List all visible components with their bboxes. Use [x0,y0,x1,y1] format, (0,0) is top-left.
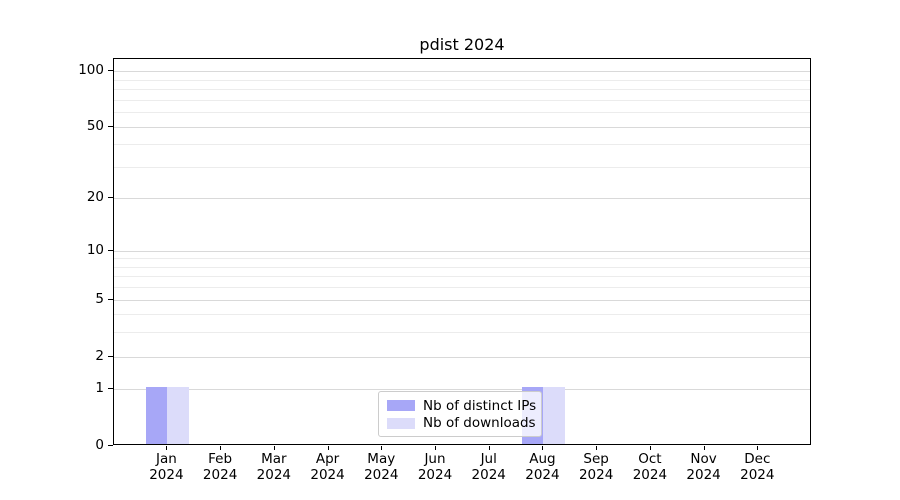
y-tick-label: 20 [86,189,104,205]
gridline-minor [114,112,810,114]
gridline-minor [114,331,810,333]
x-tick-label: Feb 2024 [202,451,238,483]
legend-swatch-distinct-ips [387,400,415,412]
x-tick-label: May 2024 [364,451,399,483]
gridline-major [114,127,810,128]
bar-distinct-ips [145,387,168,444]
gridline-major [114,198,810,199]
x-tick-label: Dec 2024 [740,451,775,483]
gridline-minor [114,144,810,146]
legend-label-distinct-ips: Nb of distinct IPs [423,397,537,414]
y-tick-mark [108,126,113,127]
x-tick-label: Aug 2024 [525,451,560,483]
x-tick-mark [435,446,436,450]
legend: Nb of distinct IPs Nb of downloads [378,391,542,437]
y-tick-label: 0 [95,437,104,453]
gridline-minor [114,276,810,278]
gridline-minor [114,287,810,289]
x-tick-mark [703,446,705,450]
x-tick-label: Mar 2024 [256,451,291,483]
legend-label-downloads: Nb of downloads [423,415,536,432]
gridline-major [114,251,810,252]
x-tick-label: Sep 2024 [578,451,614,483]
x-tick-mark [488,446,490,450]
y-tick-label: 5 [95,291,104,307]
gridline-major [114,300,810,301]
gridline-major [114,357,810,358]
gridline-minor [114,313,810,315]
legend-swatch-downloads [387,417,415,429]
chart-title: pdist 2024 [419,35,505,54]
y-tick-mark [108,197,113,198]
y-tick-label: 10 [86,242,104,258]
x-tick-label: Jan 2024 [149,451,184,483]
x-tick-label: Nov 2024 [686,451,721,483]
x-tick-mark [327,446,329,450]
y-tick-mark [108,70,113,71]
x-tick-label: Oct 2024 [632,451,668,483]
y-tick-mark [108,250,113,251]
x-tick-label: Apr 2024 [310,451,345,483]
gridline-minor [114,79,810,81]
legend-item-downloads: Nb of downloads [387,415,536,433]
plot-area [113,58,811,445]
y-tick-label: 2 [95,348,104,364]
x-tick-mark [166,446,168,450]
y-tick-mark [108,445,113,446]
x-tick-mark [757,446,759,450]
x-tick-mark [381,446,383,450]
x-tick-mark [542,446,544,450]
y-tick-mark [108,299,113,300]
gridline-minor [114,266,810,268]
y-tick-mark [108,356,113,357]
y-tick-label: 100 [78,62,104,78]
x-tick-label: Jun 2024 [417,451,453,483]
gridline-major [114,389,810,390]
x-tick-label: Jul 2024 [471,451,506,483]
gridline-major [114,71,810,72]
x-tick-mark [596,446,598,450]
gridline-minor [114,89,810,91]
gridline-minor [114,99,810,101]
bar-downloads [167,387,189,444]
gridline-minor [114,258,810,260]
gridline-minor [114,166,810,168]
x-tick-mark [273,446,275,450]
legend-item-distinct-ips: Nb of distinct IPs [387,397,537,415]
x-tick-mark [649,446,651,450]
y-tick-label: 50 [86,118,104,134]
y-tick-label: 1 [95,380,104,396]
bar-downloads [543,387,565,444]
x-tick-mark [220,446,222,450]
y-tick-mark [108,388,113,389]
